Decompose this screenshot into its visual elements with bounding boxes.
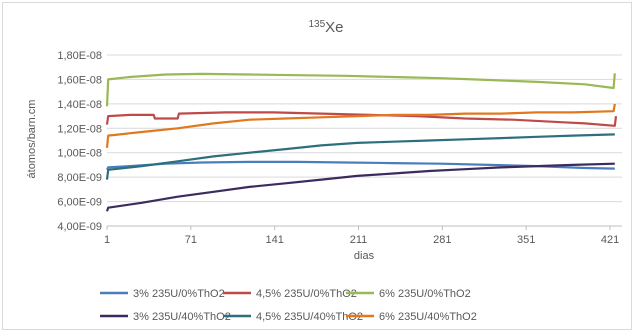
series-line-4 xyxy=(105,162,615,212)
y-tick-label: 1,60E-08 xyxy=(57,74,102,86)
x-tick-label: 281 xyxy=(433,234,451,246)
legend-item: 4,5% 235U/40%ThO2 xyxy=(223,311,363,323)
y-tick-labels: 4,00E-09 6,00E-09 8,00E-09 1,00E-08 1,20E-08… xyxy=(57,50,102,233)
legend-label: 6% 235U/0%ThO2 xyxy=(379,288,471,300)
series-line-6 xyxy=(105,103,616,148)
chart-title: 135Xe xyxy=(308,19,343,36)
y-tick-label: 1,20E-08 xyxy=(57,123,102,135)
y-tick-label: 1,00E-08 xyxy=(57,148,102,160)
grid-lines xyxy=(106,54,622,230)
x-tick-label: 71 xyxy=(185,234,197,246)
x-tick-label: 211 xyxy=(350,234,368,246)
legend: 3% 235U/0%ThO2 4,5% 235U/0%ThO2 6% 235U/0%… xyxy=(100,288,477,323)
y-tick-label: 4,00E-09 xyxy=(57,221,102,233)
x-tick-labels: 1 71 141 211 281 351 421 xyxy=(104,234,619,246)
series-line-3 xyxy=(105,72,616,107)
series-line-2 xyxy=(105,111,618,127)
legend-item: 6% 235U/0%ThO2 xyxy=(346,288,471,300)
y-tick-label: 1,40E-08 xyxy=(57,99,102,111)
y-tick-label: 8,00E-09 xyxy=(57,172,102,184)
legend-label: 6% 235U/40%ThO2 xyxy=(379,311,477,323)
x-axis-label: dias xyxy=(354,250,375,262)
legend-item: 6% 235U/40%ThO2 xyxy=(346,311,477,323)
legend-label: 3% 235U/0%ThO2 xyxy=(133,288,225,300)
series-line-5 xyxy=(105,133,615,180)
legend-item: 4,5% 235U/0%ThO2 xyxy=(223,288,357,300)
legend-label: 4,5% 235U/40%ThO2 xyxy=(256,311,363,323)
legend-label: 3% 235U/40%ThO2 xyxy=(133,311,231,323)
y-axis-label: átomos/barn.cm xyxy=(26,100,38,179)
legend-item: 3% 235U/40%ThO2 xyxy=(100,311,231,323)
x-tick-label: 1 xyxy=(104,234,110,246)
chart-title-superscript: 135 xyxy=(308,19,325,30)
y-tick-label: 6,00E-09 xyxy=(57,197,102,209)
x-tick-label: 141 xyxy=(265,234,283,246)
y-tick-label: 1,80E-08 xyxy=(57,50,102,62)
series-lines xyxy=(105,72,618,212)
x-tick-label: 421 xyxy=(601,234,619,246)
chart-title-main: Xe xyxy=(325,19,343,36)
legend-item: 3% 235U/0%ThO2 xyxy=(100,288,225,300)
legend-label: 4,5% 235U/0%ThO2 xyxy=(256,288,357,300)
x-tick-label: 351 xyxy=(517,234,535,246)
